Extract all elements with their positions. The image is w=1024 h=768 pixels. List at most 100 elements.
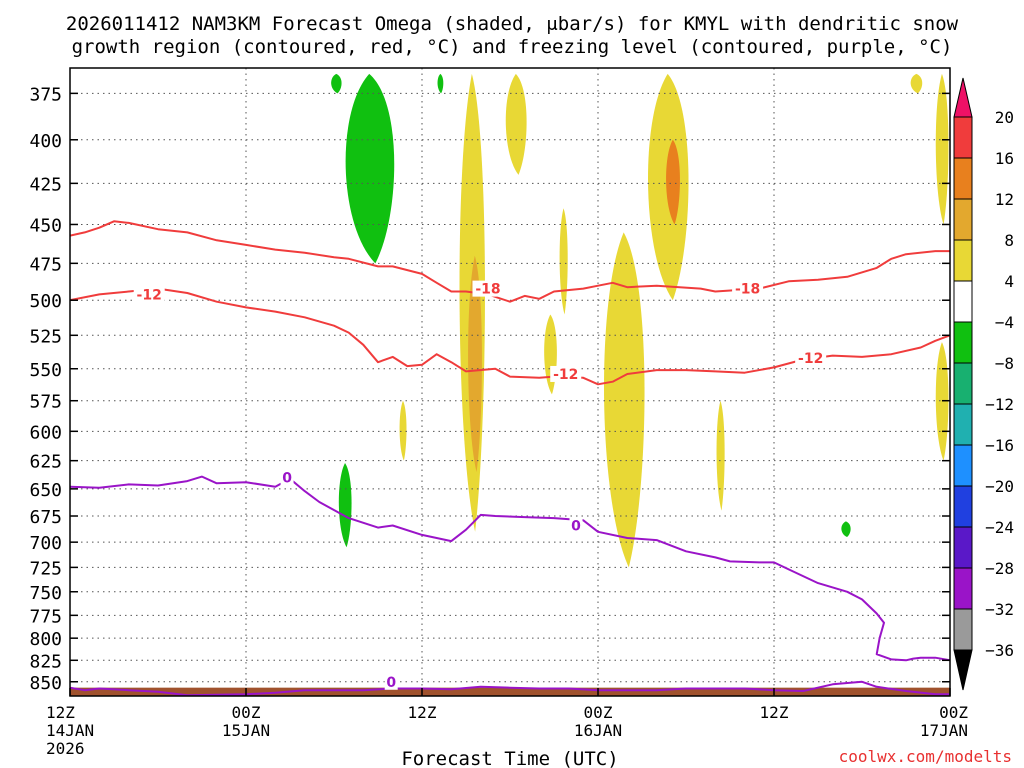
contour-label: -12 bbox=[798, 351, 823, 367]
terrain-layer bbox=[70, 687, 950, 696]
chart-title-line2: growth region (contoured, red, °C) and f… bbox=[72, 36, 953, 58]
omega-colorbar: 20 16 12 8 4 −4 −8 −12 −16 −20 −24 −28 −32 −36 bbox=[953, 77, 1014, 691]
y-tick-label: 725 bbox=[29, 558, 62, 579]
x-tick-label-time: 00Z bbox=[939, 703, 968, 722]
contour-label-bg bbox=[795, 350, 827, 367]
x-tick-label-date: 16JAN bbox=[574, 721, 622, 740]
contour-label-bg bbox=[384, 673, 398, 690]
gridlines bbox=[69, 68, 951, 696]
colorbar-label: −24 bbox=[985, 518, 1014, 537]
omega-shaded-region bbox=[331, 73, 342, 94]
contour-label: 0 bbox=[571, 519, 581, 535]
y-axis: 375 400 425 450 475 500 525 550 575 600 625 650 675 7… bbox=[29, 84, 950, 694]
omega-shaded-region bbox=[437, 73, 444, 94]
colorbar-swatch bbox=[953, 321, 973, 364]
colorbar-label: −12 bbox=[985, 395, 1014, 414]
y-tick-label: 400 bbox=[29, 131, 62, 152]
colorbar-swatch bbox=[953, 280, 973, 323]
contour-line bbox=[70, 220, 950, 303]
omega-shaded-region bbox=[666, 139, 680, 225]
colorbar-label: 12 bbox=[995, 190, 1014, 209]
credit-text: coolwx.com/modelts bbox=[839, 747, 1012, 766]
x-tick-label-time: 12Z bbox=[760, 703, 789, 722]
omega-shaded-region bbox=[338, 462, 352, 548]
y-tick-label: 375 bbox=[29, 84, 62, 105]
y-tick-label: 525 bbox=[29, 326, 62, 347]
contour-lines-layer bbox=[70, 220, 950, 696]
omega-shaded-region bbox=[910, 73, 923, 94]
contour-label: -12 bbox=[137, 287, 162, 303]
x-tick-label-time: 00Z bbox=[232, 703, 261, 722]
x-tick-label-year: 2026 bbox=[46, 739, 85, 758]
x-tick-label-time: 12Z bbox=[46, 703, 75, 722]
contour-line bbox=[70, 475, 950, 662]
contour-label: -12 bbox=[553, 367, 578, 383]
colorbar-label: 8 bbox=[1004, 231, 1014, 250]
contour-label-bg bbox=[569, 517, 583, 534]
colorbar-label: −8 bbox=[995, 354, 1014, 373]
colorbar-label: −28 bbox=[985, 559, 1014, 578]
omega-shaded-region bbox=[399, 400, 407, 461]
colorbar-swatch bbox=[953, 116, 973, 159]
y-tick-label: 425 bbox=[29, 174, 62, 195]
y-tick-label: 550 bbox=[29, 360, 62, 381]
colorbar-swatch bbox=[953, 157, 973, 200]
colorbar-label: −16 bbox=[985, 436, 1014, 455]
y-tick-label: 500 bbox=[29, 291, 62, 312]
contour-label: -18 bbox=[735, 282, 760, 298]
colorbar-swatch bbox=[953, 567, 973, 610]
omega-shaded-region bbox=[841, 521, 851, 538]
colorbar-top-triangle bbox=[953, 77, 973, 118]
omega-shaded-region bbox=[345, 73, 395, 264]
x-tick-label-date: 15JAN bbox=[222, 721, 270, 740]
contour-label: 0 bbox=[282, 471, 292, 487]
contour-label-bg bbox=[133, 286, 165, 303]
omega-shaded-region bbox=[468, 255, 482, 473]
colorbar-swatch bbox=[953, 362, 973, 405]
y-tick-label: 700 bbox=[29, 533, 62, 554]
contour-line bbox=[70, 680, 950, 696]
y-tick-label: 450 bbox=[29, 215, 62, 236]
colorbar-bottom-triangle bbox=[953, 649, 973, 691]
colorbar-label: 4 bbox=[1004, 272, 1014, 291]
x-tick-label-time: 12Z bbox=[408, 703, 437, 722]
plot-frame bbox=[69, 67, 951, 697]
y-tick-label: 775 bbox=[29, 606, 62, 627]
contour-labels-layer: -12 -18 -12 -18 -12 0 0 0 bbox=[133, 280, 827, 691]
contour-label-bg bbox=[550, 365, 582, 382]
y-tick-label: 800 bbox=[29, 629, 62, 650]
colorbar-label: 16 bbox=[995, 149, 1014, 168]
x-tick-label-time: 00Z bbox=[584, 703, 613, 722]
x-tick-label-date: 14JAN bbox=[46, 721, 94, 740]
omega-shaded-region bbox=[716, 400, 725, 511]
colorbar-swatch bbox=[953, 198, 973, 241]
colorbar-swatch bbox=[953, 608, 973, 651]
terrain-fill bbox=[70, 687, 950, 696]
colorbar-label: −4 bbox=[995, 313, 1014, 332]
omega-shading-layer bbox=[331, 73, 949, 568]
y-tick-label: 650 bbox=[29, 480, 62, 501]
contour-label-bg bbox=[472, 280, 504, 297]
chart-title-line1: 2026011412 NAM3KM Forecast Omega (shaded… bbox=[66, 13, 959, 35]
contour-label-bg bbox=[280, 469, 294, 486]
y-tick-label: 625 bbox=[29, 452, 62, 473]
omega-shaded-region bbox=[559, 208, 568, 315]
colorbar-swatch bbox=[953, 444, 973, 487]
omega-shaded-region bbox=[935, 73, 949, 225]
colorbar-label: 20 bbox=[995, 108, 1014, 127]
contour-label: -18 bbox=[475, 282, 500, 298]
colorbar-label: −36 bbox=[985, 641, 1014, 660]
colorbar-swatch bbox=[953, 403, 973, 446]
y-tick-label: 825 bbox=[29, 651, 62, 672]
colorbar-swatch bbox=[953, 485, 973, 528]
y-tick-label: 600 bbox=[29, 422, 62, 443]
y-tick-label: 750 bbox=[29, 583, 62, 604]
contour-label: 0 bbox=[386, 675, 396, 691]
y-tick-label: 675 bbox=[29, 507, 62, 528]
colorbar-swatch bbox=[953, 239, 973, 282]
y-tick-label: 575 bbox=[29, 392, 62, 413]
x-tick-label-date: 17JAN bbox=[920, 721, 968, 740]
y-tick-label: 475 bbox=[29, 254, 62, 275]
